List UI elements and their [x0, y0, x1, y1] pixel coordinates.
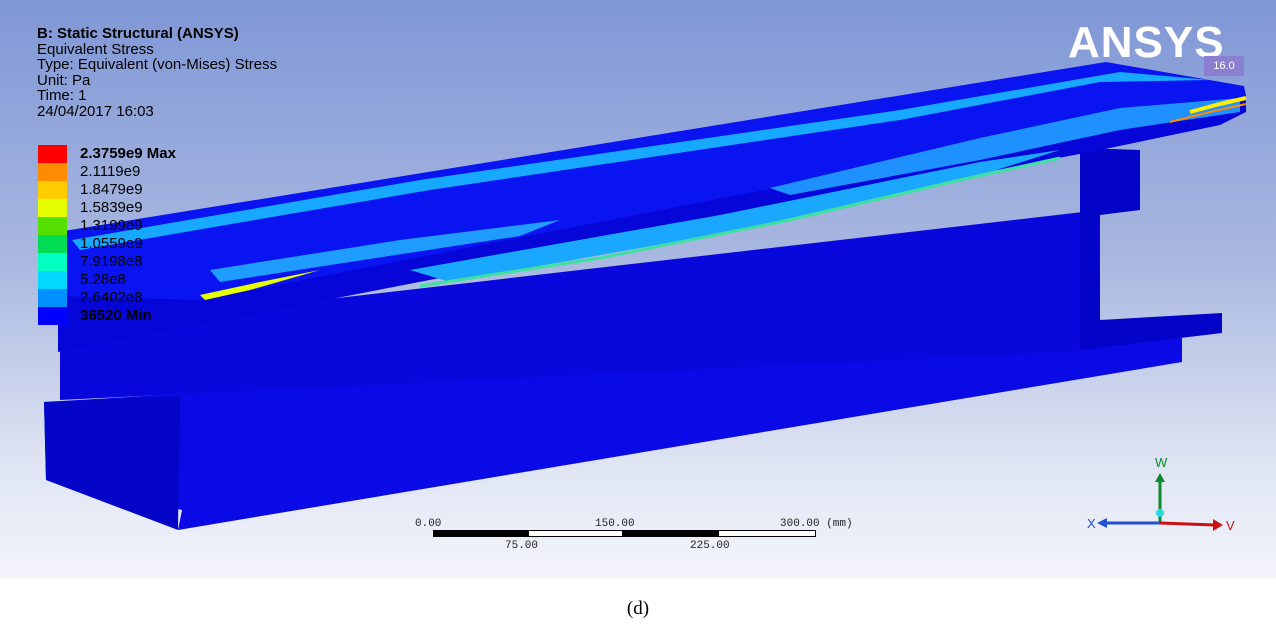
- scale-label-225: 225.00: [690, 540, 730, 552]
- scale-segment-3: [623, 530, 718, 537]
- legend-swatch: [38, 289, 67, 307]
- legend-swatch: [38, 181, 67, 199]
- ansys-logo: ANSYS 16.0: [1068, 18, 1248, 84]
- result-name: Equivalent Stress: [37, 40, 154, 58]
- scale-label-75: 75.00: [505, 540, 539, 552]
- scale-label-0: 0.00: [415, 518, 442, 530]
- logo-version: 16.0: [1204, 56, 1244, 76]
- legend-label: 2.1119e9: [80, 163, 141, 180]
- stress-curve-right-2: [1169, 103, 1247, 123]
- logo-wordmark: ANSYS: [1068, 18, 1225, 67]
- beam-side-plate: [1080, 148, 1222, 350]
- result-unit: Unit: Pa: [37, 71, 91, 89]
- legend-label: 36520 Min: [80, 307, 152, 324]
- stress-band-mid: [410, 150, 1060, 282]
- result-info: B: Static Structural (ANSYS) Equivalent …: [37, 26, 277, 119]
- graphics-viewport[interactable]: B: Static Structural (ANSYS) Equivalent …: [0, 0, 1276, 578]
- triad-arrows: [1097, 473, 1223, 531]
- beam-web: [60, 210, 1100, 400]
- beam-top-flange-surface: [58, 62, 1246, 300]
- analysis-title: B: Static Structural (ANSYS): [37, 25, 239, 42]
- axis-triad[interactable]: W X V: [1085, 455, 1235, 545]
- result-time: Time: 1: [37, 87, 87, 104]
- result-type: Type: Equivalent (von-Mises) Stress: [37, 56, 278, 73]
- legend-swatch: [38, 307, 67, 325]
- stress-band-right: [770, 98, 1240, 195]
- legend-swatch: [38, 253, 67, 271]
- scale-segment-1: [433, 530, 528, 537]
- stress-edge-left: [200, 270, 320, 300]
- legend-swatch: [38, 271, 67, 289]
- legend-label: 2.3759e9 Max: [80, 145, 176, 162]
- legend-label: 5.28e8: [80, 271, 126, 288]
- stress-curve-mid: [419, 156, 1061, 288]
- beam-base-side: [44, 396, 180, 530]
- legend-label: 1.3199e9: [80, 217, 143, 234]
- legend-label: 1.8479e9: [80, 181, 143, 198]
- legend-label: 1.0559e9: [80, 235, 143, 252]
- scale-label-300: 300.00 (mm): [780, 518, 853, 530]
- stress-curve-right: [1189, 96, 1247, 114]
- result-datetime: 24/04/2017 16:03: [37, 102, 154, 120]
- legend-swatch: [38, 163, 67, 181]
- legend-label: 1.5839e9: [80, 199, 143, 216]
- triad-label-v: V: [1226, 518, 1235, 533]
- stress-band-left: [210, 220, 560, 282]
- beam-model[interactable]: [0, 0, 1276, 578]
- figure-caption: (d): [626, 598, 650, 619]
- scale-segment-2: [528, 530, 623, 537]
- legend-swatch: [38, 217, 67, 235]
- legend-swatch: [38, 199, 67, 217]
- triad-label-w: W: [1155, 455, 1168, 470]
- scale-bar: 0.00 150.00 300.00 (mm) 75.00 225.00: [405, 518, 925, 558]
- legend-swatch: [38, 145, 67, 163]
- legend-label: 7.9198e8: [80, 253, 143, 270]
- legend-swatch: [38, 235, 67, 253]
- scale-label-150: 150.00: [595, 518, 635, 530]
- beam-base-front: [44, 334, 1182, 530]
- scale-segment-4: [718, 530, 816, 537]
- legend-label: 2.6402e8: [80, 289, 143, 306]
- triad-label-x: X: [1087, 516, 1096, 531]
